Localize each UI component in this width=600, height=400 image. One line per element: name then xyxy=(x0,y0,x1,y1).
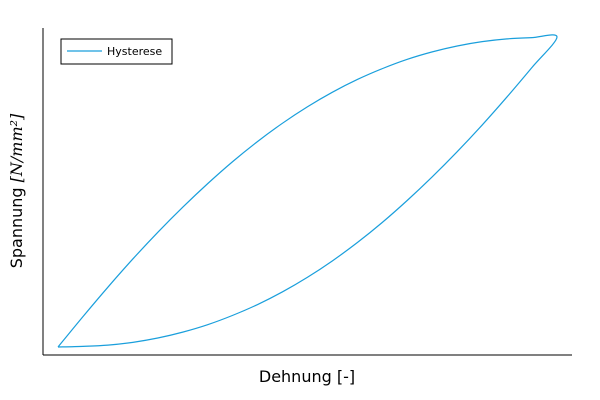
legend: Hysterese xyxy=(60,38,173,65)
legend-label: Hysterese xyxy=(107,45,162,58)
y-axis-label-unit: [N/mm²] xyxy=(7,113,26,182)
y-axis-label: Spannung [N/mm²] xyxy=(7,113,26,268)
x-axis-label: Dehnung [-] xyxy=(259,367,355,386)
series-line-hysterese xyxy=(57,34,558,348)
plot-area xyxy=(57,34,558,348)
y-axis-label-text: Spannung xyxy=(7,182,26,268)
